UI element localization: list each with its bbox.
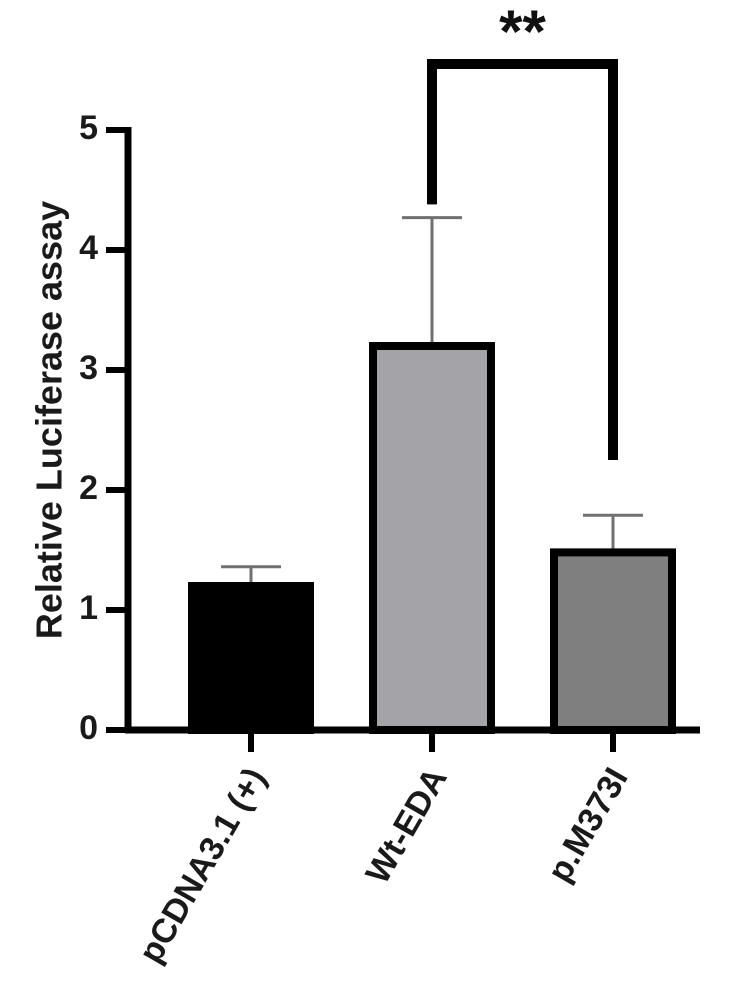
y-tick-label-3: 3 (79, 349, 98, 387)
bar-1 (369, 342, 495, 734)
y-tick-label-0: 0 (79, 709, 98, 747)
y-tick-label-1: 1 (79, 589, 98, 627)
y-tick-label-5: 5 (79, 109, 98, 147)
plot-area: 0 1 2 3 4 5 pCDNA3.1 (+) Wt-EDA p.M373I ** (79, 0, 700, 969)
bar-2 (550, 548, 676, 735)
y-tick-label-4: 4 (79, 229, 98, 267)
x-category-label-2: p.M373I (540, 761, 635, 888)
significance-bracket (427, 59, 618, 460)
bar-0 (188, 582, 314, 734)
x-category-label-0: pCDNA3.1 (+) (132, 761, 274, 969)
y-axis-title: Relative Luciferase assay (29, 201, 70, 639)
y-tick-label-2: 2 (79, 469, 98, 507)
x-category-label-1: Wt-EDA (359, 761, 455, 890)
significance-label: ** (499, 0, 546, 65)
